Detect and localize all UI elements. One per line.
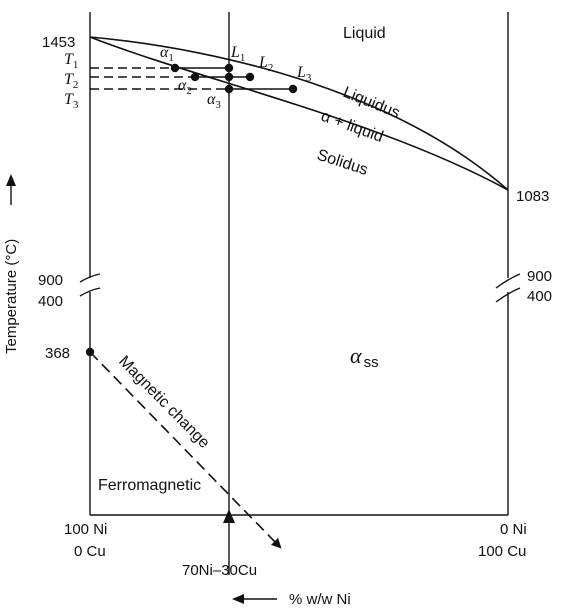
left-end-bottom-label: 0 Cu [74,543,106,560]
ferromagnetic-region-label: Ferromagnetic [98,477,201,494]
right-end-bottom-label: 100 Cu [478,543,526,560]
alpha1-label: α1 [160,44,174,64]
composition-marker-label: 70Ni–30Cu [182,562,257,579]
right-break-lower [495,287,521,303]
l2-point [245,72,255,82]
left-break-upper [79,273,101,283]
alpha-ss-region-label: α ss [350,343,379,371]
diagram-frame [89,12,509,516]
alpha1-point [170,63,180,73]
temperature-dashes [90,67,229,90]
tick-400-left: 400 [38,293,63,310]
right-end-top-label: 0 Ni [500,521,527,538]
l1-point-mid [224,72,234,82]
tick-900-left: 900 [38,272,63,289]
right-break-upper [495,273,521,289]
alpha3-label: α3 [207,91,221,111]
alpha2-point [190,72,200,82]
t3-label: T3 [64,91,79,111]
left-break-lower [79,287,101,297]
left-end-top-label: 100 Ni [64,521,107,538]
composition-arrow [223,509,235,575]
tick-1453: 1453 [42,34,75,51]
equilibrium-points [85,63,298,357]
tick-368: 368 [45,345,70,362]
y-axis-label: Temperature (°C) [3,239,20,354]
y-axis-arrow [6,174,16,205]
l1-label: L1 [230,44,245,64]
l2-label: L2 [258,54,273,74]
tick-1083: 1083 [516,188,549,205]
t1-label: T1 [64,51,78,71]
magnetic-change-label: Magnetic change [115,353,213,452]
t2-label: T2 [64,71,78,91]
alpha2-label: α2 [178,77,192,97]
tick-400-right: 400 [527,288,552,305]
solidus-curve [89,36,509,191]
l3-label: L3 [296,64,312,84]
x-axis-label: % w/w Ni [289,591,351,608]
liquidus-curve [89,36,509,191]
l3-point [288,84,298,94]
magnetic-change-line [89,351,282,549]
liquid-region-label: Liquid [343,25,386,42]
x-axis-arrow [232,594,277,604]
solidus-label: Solidus [315,147,370,179]
axis-breaks [79,273,521,303]
alpha3-point [224,84,234,94]
tie-lines [175,67,293,90]
tick-900-right: 900 [527,268,552,285]
l1-point-top [224,63,234,73]
